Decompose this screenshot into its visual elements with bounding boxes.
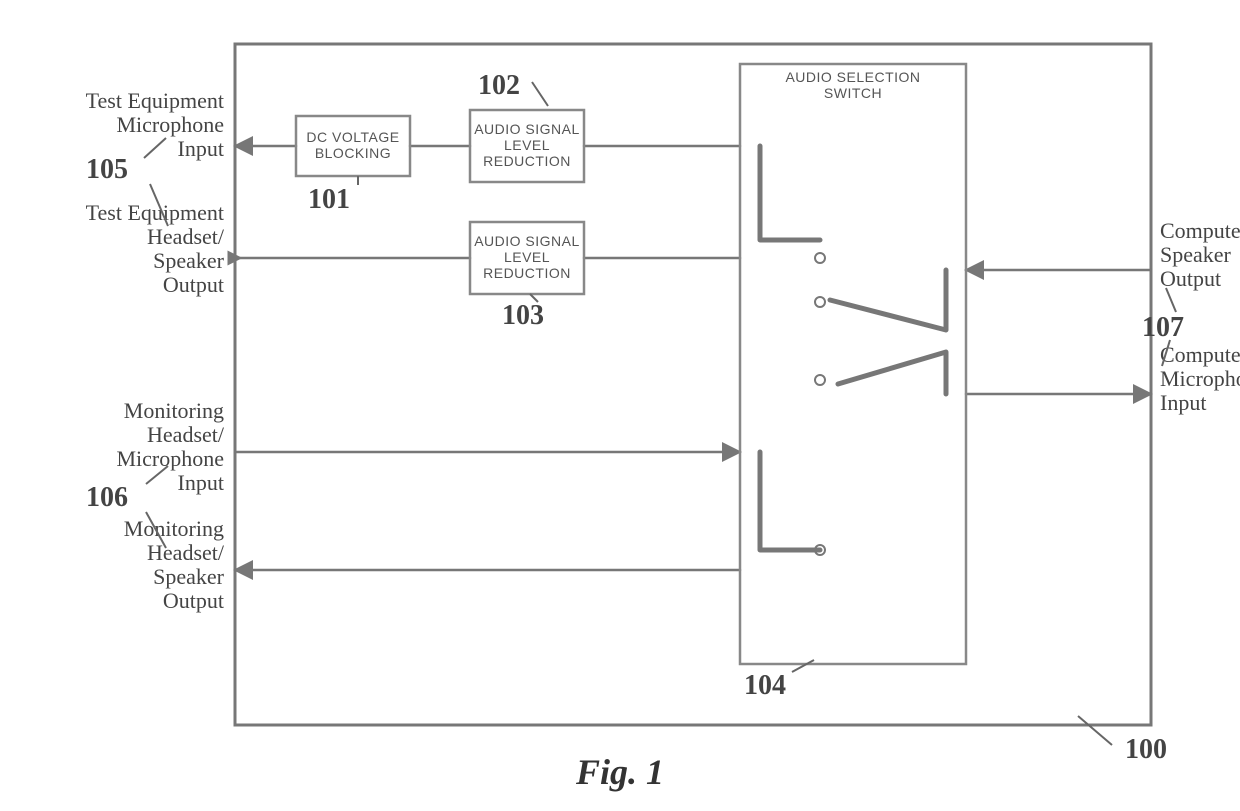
ref-100: 100	[1078, 716, 1167, 765]
port-te_speaker-line1: Headset/	[147, 224, 225, 249]
reference-numerals-group: 100 101 102 103 104 105 106 107	[86, 70, 1184, 765]
port-mon_speaker: MonitoringHeadset/SpeakerOutput	[124, 516, 225, 613]
ref-103: 103	[502, 294, 544, 331]
ref-102: 102	[478, 70, 548, 106]
ref-107-num: 107	[1142, 312, 1184, 343]
ref-105-leader	[144, 138, 166, 158]
block-104-line1: SWITCH	[824, 85, 882, 101]
port-te_speaker: Test EquipmentHeadset/SpeakerOutput	[86, 200, 225, 297]
port-mon_mic-line2: Microphone	[116, 446, 224, 471]
ref-104-leader	[792, 660, 814, 672]
switch-wire-0	[760, 146, 820, 240]
ref-105-num: 105	[86, 154, 128, 185]
port-mon_mic-line3: Input	[178, 470, 224, 495]
block-102-line0: AUDIO SIGNAL	[474, 121, 580, 137]
port-comp_mic-line1: Microphone	[1160, 366, 1240, 391]
block-102-line2: REDUCTION	[483, 153, 571, 169]
port-te_mic-line2: Input	[178, 136, 224, 161]
port-comp_speaker-line0: Computer	[1160, 218, 1240, 243]
port-te_speaker-line2: Speaker	[153, 248, 225, 273]
ref-101: 101	[308, 176, 358, 215]
port-comp_mic: ComputerMicrophoneInput	[1160, 342, 1240, 415]
ref-100-leader	[1078, 716, 1112, 745]
ref-102-num: 102	[478, 70, 520, 101]
diagram-canvas: DC VOLTAGEBLOCKINGAUDIO SIGNALLEVELREDUC…	[0, 0, 1240, 811]
block-103: AUDIO SIGNALLEVELREDUCTION	[470, 222, 584, 294]
port-comp_speaker-line1: Speaker	[1160, 242, 1232, 267]
block-101-line0: DC VOLTAGE	[306, 129, 399, 145]
port-mon_mic-line1: Headset/	[147, 422, 225, 447]
figure-caption: Fig. 1	[575, 752, 664, 792]
block-101-line1: BLOCKING	[315, 145, 391, 161]
port-comp_speaker-line2: Output	[1160, 266, 1221, 291]
ref-103-num: 103	[502, 300, 544, 331]
ref-107-leader	[1166, 288, 1176, 312]
block-102-line1: LEVEL	[504, 137, 550, 153]
port-mon_speaker-line3: Output	[163, 588, 224, 613]
port-comp_speaker: ComputerSpeakerOutput	[1160, 218, 1240, 291]
port-labels-group: Test EquipmentMicrophoneInputTest Equipm…	[86, 88, 1240, 613]
port-mon_mic-line0: Monitoring	[124, 398, 224, 423]
port-te_mic-line0: Test Equipment	[86, 88, 224, 113]
block-103-line0: AUDIO SIGNAL	[474, 233, 580, 249]
switch-terminal-6	[815, 375, 825, 385]
ref-101-num: 101	[308, 184, 350, 215]
switch-terminal-5	[815, 297, 825, 307]
port-mon_speaker-line0: Monitoring	[124, 516, 224, 541]
ref-104: 104	[744, 660, 814, 701]
block-103-line1: LEVEL	[504, 249, 550, 265]
block-104-line0: AUDIO SELECTION	[785, 69, 920, 85]
port-te_mic-line1: Microphone	[116, 112, 224, 137]
ref-100-num: 100	[1125, 734, 1167, 765]
port-te_speaker-line3: Output	[163, 272, 224, 297]
port-comp_mic-line0: Computer	[1160, 342, 1240, 367]
port-te_mic: Test EquipmentMicrophoneInput	[86, 88, 224, 161]
switch-wire-1	[760, 452, 820, 550]
blocks-group: DC VOLTAGEBLOCKINGAUDIO SIGNALLEVELREDUC…	[296, 64, 966, 664]
block-103-line2: REDUCTION	[483, 265, 571, 281]
switch-wire-3	[838, 352, 946, 394]
block-104: AUDIO SELECTIONSWITCH	[740, 64, 966, 664]
ref-102-leader	[532, 82, 548, 106]
port-te_speaker-line0: Test Equipment	[86, 200, 224, 225]
switch-wire-2	[830, 270, 946, 330]
port-mon_speaker-line1: Headset/	[147, 540, 225, 565]
switch-internals	[760, 146, 946, 555]
port-comp_mic-line2: Input	[1160, 390, 1206, 415]
port-mon_speaker-line2: Speaker	[153, 564, 225, 589]
ref-106-num: 106	[86, 482, 128, 513]
ref-104-num: 104	[744, 670, 786, 701]
wires-group	[235, 146, 1151, 570]
switch-terminal-4	[815, 253, 825, 263]
block-101: DC VOLTAGEBLOCKING	[296, 116, 410, 176]
port-mon_mic: MonitoringHeadset/MicrophoneInput	[116, 398, 224, 495]
block-102: AUDIO SIGNALLEVELREDUCTION	[470, 110, 584, 182]
